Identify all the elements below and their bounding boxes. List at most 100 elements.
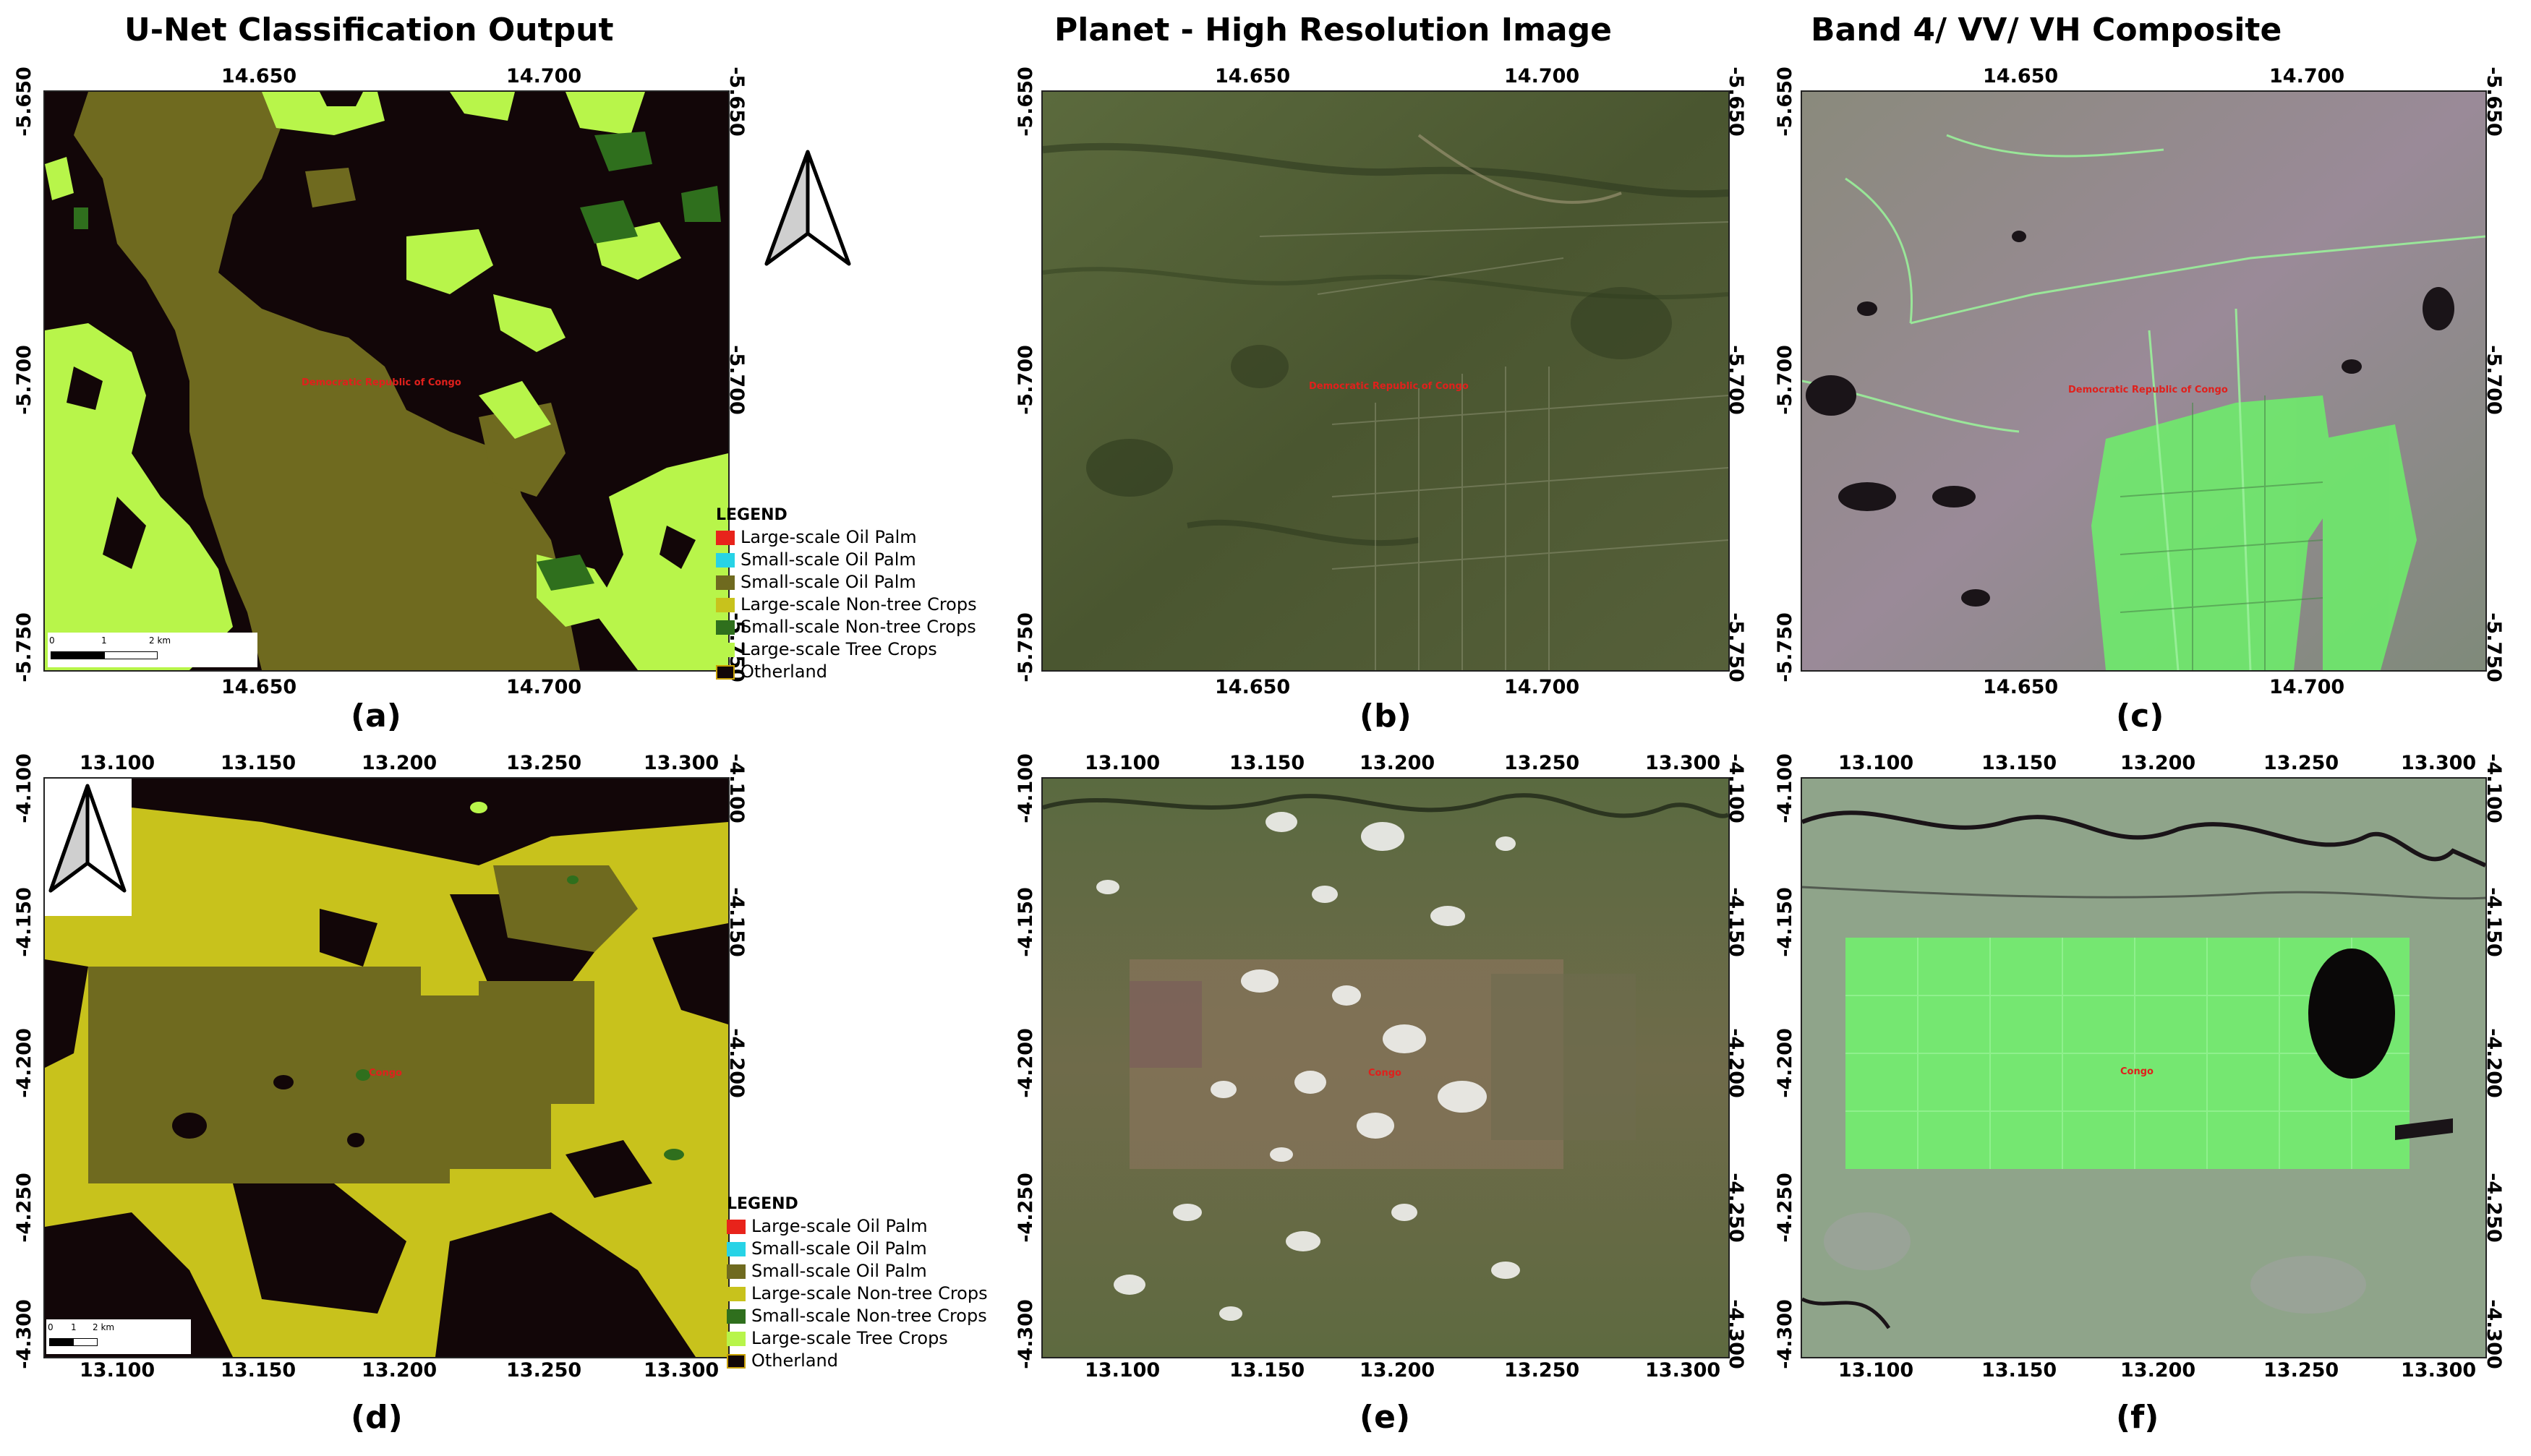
- tick-c-left-1: -5.650: [1773, 67, 1796, 137]
- legend-label: Large-scale Tree Crops: [751, 1328, 948, 1348]
- place-label-e: Congo: [1368, 1068, 1401, 1079]
- tick-e-bottom-5: 13.300: [1645, 1359, 1721, 1382]
- tick-d-top-1: 13.100: [80, 752, 155, 774]
- tick-b-bottom-2: 14.700: [1504, 676, 1580, 698]
- tick-d-top-4: 13.250: [506, 752, 582, 774]
- tick-a-bottom-1: 14.650: [221, 676, 297, 698]
- tick-c-right-3: -5.750: [2482, 612, 2505, 682]
- legend-title: LEGEND: [716, 506, 788, 524]
- panel-label-b: (b): [1360, 698, 1412, 735]
- tick-f-left-3: -4.200: [1773, 1028, 1796, 1098]
- tick-d-right-1: -4.100: [725, 753, 748, 823]
- legend-swatch: [716, 642, 735, 657]
- tick-b-bottom-1: 14.650: [1215, 676, 1291, 698]
- tick-d-left-2: -4.150: [12, 887, 35, 957]
- tick-d-bottom-4: 13.250: [506, 1359, 582, 1382]
- tick-a-top-1: 14.650: [221, 65, 297, 87]
- legend-item: Small-scale Non-tree Crops: [716, 616, 1056, 638]
- tick-b-top-1: 14.650: [1215, 65, 1291, 87]
- legend-item: Large-scale Non-tree Crops: [716, 594, 1056, 616]
- tick-e-bottom-2: 13.150: [1229, 1359, 1305, 1382]
- tick-f-bottom-2: 13.150: [1981, 1359, 2057, 1382]
- legend-swatch: [727, 1353, 746, 1369]
- legend-swatch: [716, 530, 735, 545]
- legend-label: Large-scale Tree Crops: [740, 639, 937, 659]
- legend-swatch: [716, 620, 735, 635]
- tick-f-right-1: -4.100: [2482, 753, 2505, 823]
- map-composite-f: Congo: [1801, 777, 2487, 1358]
- legend-label: Large-scale Non-tree Crops: [740, 594, 977, 614]
- scalebar-seg-white: [104, 651, 158, 659]
- map-classification-a: Democratic Republic of Congo 0 1 2 km: [43, 90, 730, 672]
- scalebar-seg-black: [49, 1338, 74, 1346]
- tick-b-right-2: -5.700: [1724, 345, 1747, 415]
- tick-d-left-4: -4.250: [12, 1173, 35, 1243]
- panel-label-a: (a): [351, 698, 401, 735]
- tick-c-bottom-2: 14.700: [2269, 676, 2345, 698]
- legend-item: Large-scale Tree Crops: [716, 638, 1056, 661]
- scalebar-label-1: 1: [71, 1322, 77, 1332]
- tick-e-left-4: -4.250: [1014, 1173, 1037, 1243]
- tick-f-top-2: 13.150: [1981, 752, 2057, 774]
- tick-e-right-2: -4.150: [1724, 887, 1747, 957]
- legend-item: Large-scale Tree Crops: [727, 1327, 1067, 1350]
- legend-swatch: [716, 575, 735, 590]
- legend-swatch: [716, 552, 735, 568]
- tick-b-left-2: -5.700: [1014, 345, 1037, 415]
- scalebar-label-0: 0: [48, 1322, 54, 1332]
- tick-e-bottom-4: 13.250: [1504, 1359, 1580, 1382]
- panel-label-d: (d): [351, 1399, 403, 1436]
- tick-d-right-2: -4.150: [725, 887, 748, 957]
- legend-item: Large-scale Non-tree Crops: [727, 1282, 1067, 1305]
- tick-d-top-2: 13.150: [221, 752, 296, 774]
- tick-f-top-5: 13.300: [2401, 752, 2477, 774]
- tick-d-left-1: -4.100: [12, 753, 35, 823]
- tick-f-bottom-5: 13.300: [2401, 1359, 2477, 1382]
- tick-a-left-3: -5.750: [12, 612, 35, 682]
- tick-d-top-3: 13.200: [362, 752, 438, 774]
- scalebar-a: 0 1 2 km: [48, 633, 257, 667]
- tick-b-right-3: -5.750: [1724, 612, 1747, 682]
- tick-e-left-5: -4.300: [1014, 1299, 1037, 1369]
- legend-title: LEGEND: [727, 1195, 798, 1213]
- tick-a-top-2: 14.700: [506, 65, 582, 87]
- legend-item: Otherland: [727, 1350, 1067, 1372]
- tick-c-right-1: -5.650: [2482, 67, 2505, 137]
- place-label-b: Democratic Republic of Congo: [1309, 381, 1469, 392]
- tick-f-left-4: -4.250: [1773, 1173, 1796, 1243]
- scalebar-d: 0 1 2 km: [46, 1319, 191, 1354]
- tick-f-left-5: -4.300: [1773, 1299, 1796, 1369]
- place-label-d: Congo: [369, 1068, 402, 1079]
- tick-e-top-5: 13.300: [1645, 752, 1721, 774]
- tick-c-top-2: 14.700: [2269, 65, 2345, 87]
- legend-swatch: [727, 1264, 746, 1279]
- tick-f-right-2: -4.150: [2482, 887, 2505, 957]
- place-label-f: Congo: [2120, 1066, 2154, 1077]
- scalebar-seg-black: [51, 651, 104, 659]
- legend-label: Small-scale Oil Palm: [751, 1238, 927, 1259]
- tick-b-top-2: 14.700: [1504, 65, 1580, 87]
- tick-e-top-3: 13.200: [1360, 752, 1435, 774]
- legend-label: Small-scale Oil Palm: [740, 549, 916, 570]
- tick-b-right-1: -5.650: [1724, 67, 1747, 137]
- scalebar-label-1: 1: [101, 635, 107, 646]
- tick-b-left-3: -5.750: [1014, 612, 1037, 682]
- legend-item: Large-scale Oil Palm: [727, 1215, 1067, 1238]
- legend-label: Otherland: [751, 1350, 838, 1371]
- tick-e-right-5: -4.300: [1724, 1299, 1747, 1369]
- tick-b-left-1: -5.650: [1014, 67, 1037, 137]
- tick-a-right-2: -5.700: [725, 345, 748, 415]
- tick-e-top-4: 13.250: [1504, 752, 1580, 774]
- legend-label: Large-scale Non-tree Crops: [751, 1283, 988, 1303]
- tick-d-bottom-2: 13.150: [221, 1359, 296, 1382]
- legend-swatch: [727, 1241, 746, 1256]
- tick-d-bottom-3: 13.200: [362, 1359, 438, 1382]
- tick-a-left-1: -5.650: [12, 67, 35, 137]
- tick-e-right-4: -4.250: [1724, 1173, 1747, 1243]
- north-arrow-icon: [45, 782, 130, 898]
- place-label-a: Democratic Republic of Congo: [302, 377, 461, 388]
- tick-a-left-2: -5.700: [12, 345, 35, 415]
- legend-item: Otherland: [716, 661, 1056, 683]
- tick-c-left-2: -5.700: [1773, 345, 1796, 415]
- title-classification: U-Net Classification Output: [124, 12, 614, 48]
